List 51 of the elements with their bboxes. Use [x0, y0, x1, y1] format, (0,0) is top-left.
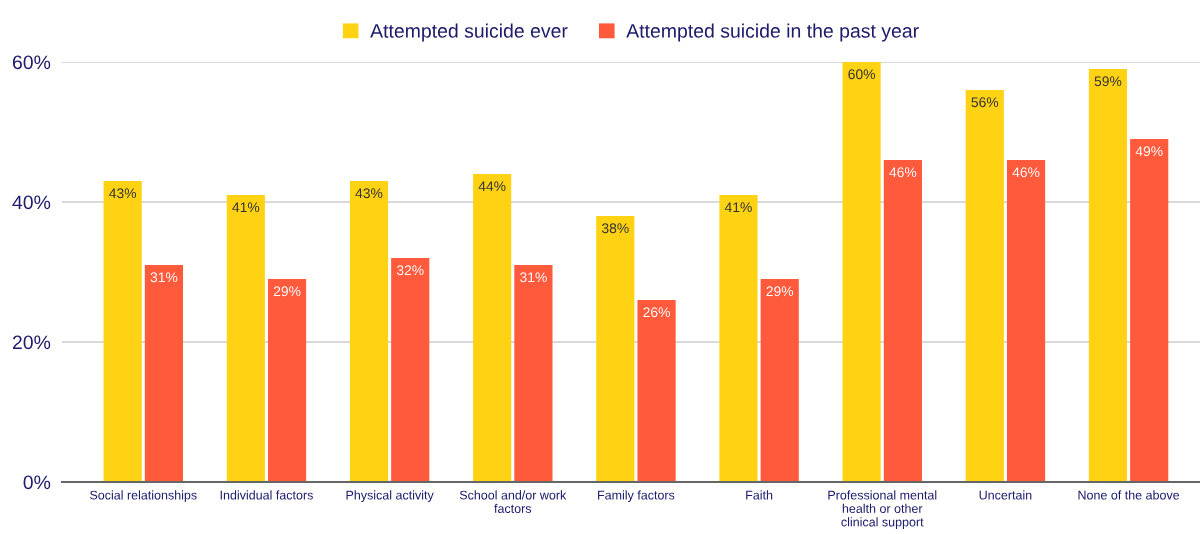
y-tick-label: 20%: [12, 335, 51, 350]
bar: [842, 62, 881, 482]
y-tick-label: 40%: [12, 195, 51, 210]
bar: [1130, 139, 1169, 482]
data-label: 31%: [520, 272, 547, 283]
x-tick-label: Individual factors: [220, 490, 313, 500]
x-tick-label: Uncertain: [979, 490, 1032, 500]
data-label: 26%: [643, 307, 670, 318]
data-label: 29%: [273, 286, 301, 297]
x-tick-label: Family factors: [598, 490, 675, 502]
bar: [391, 258, 430, 482]
data-label: 46%: [1012, 167, 1040, 178]
bar: [965, 90, 1004, 482]
data-label: 43%: [109, 188, 137, 199]
bar: [596, 216, 635, 482]
data-label: 60%: [848, 69, 876, 80]
bar: [103, 181, 142, 482]
data-label: 59%: [1094, 76, 1122, 87]
x-tick-label: Professional mental health or other clinical support: [828, 490, 937, 529]
data-label: 43%: [355, 188, 383, 199]
bar: [1088, 69, 1128, 482]
y-tick-label: 60%: [12, 55, 51, 70]
bar: [473, 174, 512, 482]
legend-label: Attempted suicide in the past year: [626, 23, 919, 42]
data-label: 31%: [150, 272, 178, 283]
bar: [760, 279, 799, 482]
bar: [719, 195, 758, 482]
x-tick-label: School and/or work factors: [459, 490, 567, 513]
legend-label: Attempted suicide ever: [370, 23, 568, 42]
data-label: 32%: [396, 265, 424, 276]
data-label: 56%: [971, 97, 999, 108]
bar: [226, 195, 265, 482]
bar: [349, 181, 389, 482]
x-tick-label: Social relationships: [90, 490, 197, 502]
bar: [514, 265, 553, 482]
data-label: 46%: [889, 167, 917, 178]
bar: [637, 300, 676, 482]
x-tick-label: None of the above: [1078, 490, 1180, 500]
x-tick-label: Faith: [746, 490, 773, 500]
data-label: 29%: [766, 286, 794, 297]
x-tick-label: Physical activity: [346, 490, 434, 502]
bar: [1006, 160, 1046, 482]
data-label: 49%: [1135, 146, 1163, 157]
data-label: 41%: [724, 202, 752, 213]
data-label: 38%: [601, 223, 629, 234]
y-tick-label: 0%: [23, 475, 51, 490]
bar: [144, 265, 183, 482]
data-label: 44%: [478, 181, 506, 192]
bar: [267, 279, 307, 482]
data-label: 41%: [232, 202, 260, 213]
bar: [883, 160, 922, 482]
